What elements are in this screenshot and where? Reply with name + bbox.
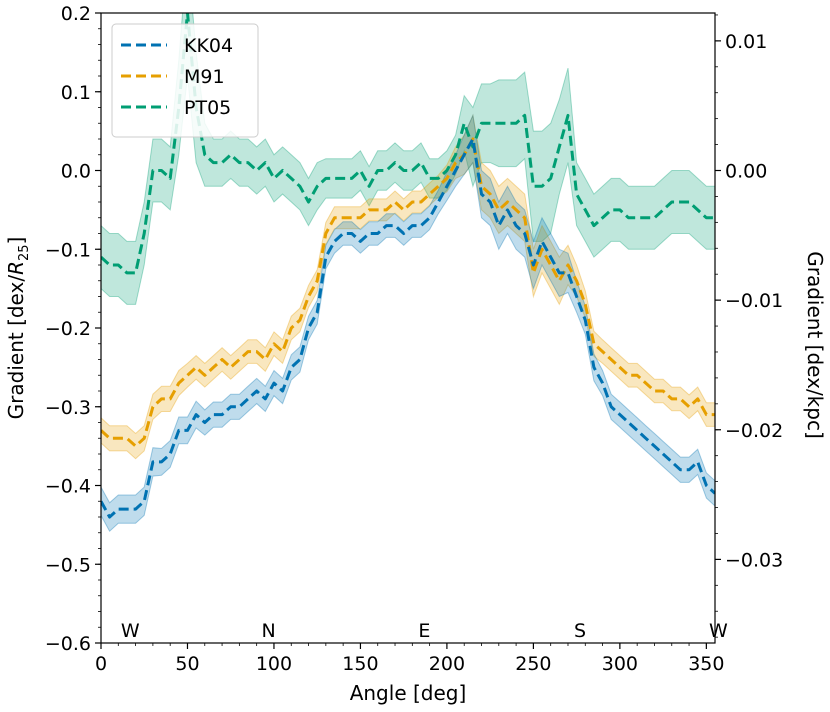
x-tick-label: 350 — [688, 653, 724, 675]
y-axis-label: Gradient [dex/R25] — [4, 237, 32, 420]
direction-label-n: N — [262, 620, 276, 642]
legend: KK04 M91 PT05 — [111, 23, 259, 138]
y2-tick-label: 0.01 — [725, 31, 767, 53]
y-tick-label: −0.6 — [45, 633, 91, 655]
y2-tick-label: −0.01 — [725, 290, 783, 312]
direction-label-s: S — [574, 620, 586, 642]
series-band-pt05 — [101, 13, 715, 305]
y-tick-label: −0.5 — [45, 554, 91, 576]
x-tick-label: 200 — [429, 653, 465, 675]
y-tick-label: −0.3 — [45, 397, 91, 419]
y-tick-label: 0.1 — [61, 82, 91, 104]
y2-tick-label: −0.02 — [725, 420, 783, 442]
x-tick-label: 250 — [515, 653, 551, 675]
direction-label-w: W — [121, 620, 140, 642]
y-tick-label: 0.0 — [61, 161, 91, 183]
x-tick-label: 300 — [602, 653, 638, 675]
series-band-m91 — [101, 113, 715, 460]
y-tick-label: −0.1 — [45, 239, 91, 261]
y-tick-label: −0.2 — [45, 318, 91, 340]
y2-tick-label: 0.00 — [725, 161, 767, 183]
y-tick-label: −0.4 — [45, 476, 91, 498]
direction-label-w: W — [709, 620, 728, 642]
series-line-kk04 — [101, 137, 715, 519]
series-line-pt05 — [101, 13, 715, 275]
legend-label-m91: M91 — [184, 66, 225, 88]
series-line-m91 — [101, 137, 715, 448]
y2-axis-label: Gradient [dex/kpc] — [803, 251, 827, 439]
x-tick-label: 0 — [95, 653, 107, 675]
legend-label-kk04: KK04 — [184, 35, 233, 57]
x-tick-label: 150 — [342, 653, 378, 675]
y2-tick-label: −0.03 — [725, 549, 783, 571]
x-tick-label: 100 — [256, 653, 292, 675]
y-tick-label: 0.2 — [61, 3, 91, 25]
legend-box — [111, 23, 259, 138]
x-tick-label: 50 — [175, 653, 199, 675]
x-axis-label: Angle [deg] — [350, 681, 467, 705]
series-band-kk04 — [101, 113, 715, 532]
legend-label-pt05: PT05 — [184, 97, 231, 119]
direction-label-e: E — [418, 620, 430, 642]
